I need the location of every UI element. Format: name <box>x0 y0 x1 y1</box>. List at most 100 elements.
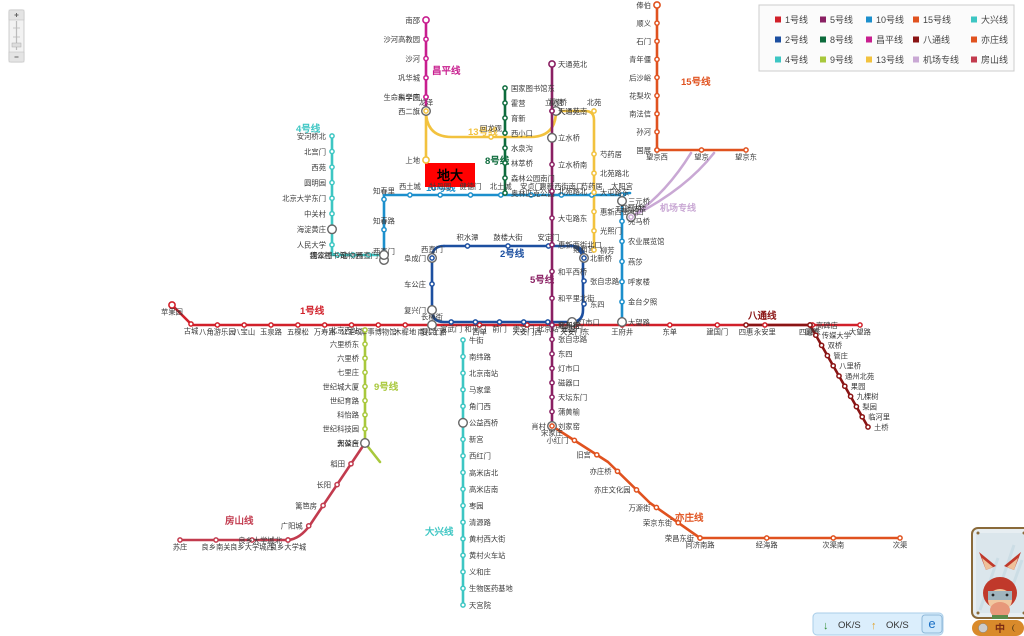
svg-text:西直门: 西直门 <box>356 251 378 260</box>
svg-text:后沙峪: 后沙峪 <box>629 73 652 82</box>
svg-text:复兴门: 复兴门 <box>404 306 426 315</box>
svg-text:T3航站楼: T3航站楼 <box>616 204 646 213</box>
svg-text:西直门: 西直门 <box>421 245 443 254</box>
svg-text:通州北苑: 通州北苑 <box>845 372 875 381</box>
svg-text:北苑: 北苑 <box>587 98 602 107</box>
svg-text:磁器口: 磁器口 <box>558 379 580 388</box>
svg-text:沙河: 沙河 <box>405 54 420 63</box>
svg-text:国家图书馆东: 国家图书馆东 <box>511 84 555 93</box>
svg-text:木樨地: 木樨地 <box>394 328 417 337</box>
svg-text:芍药居: 芍药居 <box>600 150 622 159</box>
svg-text:奥林匹克公园: 奥林匹克公园 <box>511 189 555 198</box>
svg-text:e: e <box>928 616 935 631</box>
svg-text:车公庄: 车公庄 <box>404 280 426 289</box>
svg-text:临河里: 临河里 <box>868 413 890 422</box>
svg-text:立水桥南: 立水桥南 <box>558 160 587 169</box>
svg-text:九棵树: 九棵树 <box>857 392 879 401</box>
svg-text:昌平线: 昌平线 <box>876 34 903 45</box>
svg-text:建国门: 建国门 <box>706 328 728 337</box>
svg-text:惠新西街北口: 惠新西街北口 <box>558 241 602 250</box>
svg-text:西土城: 西土城 <box>399 182 422 191</box>
svg-text:大望路: 大望路 <box>849 328 872 337</box>
svg-text:亦庄文化园: 亦庄文化园 <box>594 486 630 495</box>
svg-text:↓: ↓ <box>823 620 829 632</box>
svg-text:大望路: 大望路 <box>628 318 651 327</box>
svg-text:沙河高教园: 沙河高教园 <box>384 35 420 44</box>
svg-text:北京西站: 北京西站 <box>330 326 359 335</box>
svg-text:知春里: 知春里 <box>373 186 395 195</box>
svg-text:俸伯: 俸伯 <box>636 1 651 10</box>
svg-text:郭公庄: 郭公庄 <box>337 439 359 448</box>
svg-text:灯市口: 灯市口 <box>558 364 580 373</box>
svg-text:北京站: 北京站 <box>537 325 559 334</box>
svg-text:孙河: 孙河 <box>636 128 651 137</box>
svg-text:人民大学: 人民大学 <box>297 241 326 250</box>
svg-text:荣京东街: 荣京东街 <box>643 519 672 528</box>
svg-text:知春路: 知春路 <box>373 217 396 226</box>
svg-text:科怡路: 科怡路 <box>337 411 360 420</box>
svg-text:北新桥: 北新桥 <box>590 254 613 263</box>
svg-text:新宫: 新宫 <box>469 435 484 444</box>
svg-text:15号线: 15号线 <box>923 14 951 25</box>
svg-text:森林公园南门: 森林公园南门 <box>511 174 555 183</box>
svg-text:亦庄线: 亦庄线 <box>981 34 1008 45</box>
svg-text:八宝山: 八宝山 <box>233 328 255 337</box>
svg-text:良乡大学城北: 良乡大学城北 <box>238 536 282 545</box>
svg-text:四惠: 四惠 <box>739 328 754 337</box>
svg-text:牡丹园: 牡丹园 <box>429 182 451 191</box>
svg-text:万源街: 万源街 <box>629 503 651 512</box>
svg-text:角门西: 角门西 <box>469 402 491 411</box>
svg-text:5号线: 5号线 <box>530 274 555 286</box>
svg-text:天通苑北: 天通苑北 <box>558 60 588 69</box>
svg-text:5号线: 5号线 <box>830 14 853 25</box>
svg-text:高米店南: 高米店南 <box>469 485 498 494</box>
svg-text:八里桥: 八里桥 <box>839 362 862 371</box>
svg-text:15号线: 15号线 <box>681 76 711 88</box>
svg-text:张自忠路: 张自忠路 <box>590 277 620 286</box>
svg-text:西小口: 西小口 <box>511 129 533 138</box>
svg-text:玉泉路: 玉泉路 <box>260 328 283 337</box>
svg-text:9号线: 9号线 <box>374 381 399 393</box>
svg-text:圆明园: 圆明园 <box>304 178 326 187</box>
svg-text:育新: 育新 <box>511 114 526 123</box>
svg-text:北京南站: 北京南站 <box>469 369 498 378</box>
svg-text:水泉沟: 水泉沟 <box>511 144 533 153</box>
svg-text:篱笆房: 篱笆房 <box>295 501 317 510</box>
svg-text:北苑路北: 北苑路北 <box>600 169 630 178</box>
svg-text:中关村: 中关村 <box>304 210 327 219</box>
svg-text:五棵松: 五棵松 <box>287 328 309 337</box>
svg-text:黄村西大街: 黄村西大街 <box>469 535 505 544</box>
svg-text:望京西: 望京西 <box>646 153 668 162</box>
svg-text:王府井: 王府井 <box>611 328 633 337</box>
svg-text:OK/S: OK/S <box>838 620 861 631</box>
svg-text:北京大学东门: 北京大学东门 <box>282 194 326 203</box>
svg-text:9号线: 9号线 <box>830 54 853 65</box>
svg-text:义和庄: 义和庄 <box>469 568 491 577</box>
svg-text:13号线: 13号线 <box>876 54 904 65</box>
svg-text:北苑路北: 北苑路北 <box>558 187 588 196</box>
svg-text:长阳: 长阳 <box>317 480 332 489</box>
svg-text:肖村: 肖村 <box>531 422 546 431</box>
svg-text:北土城: 北土城 <box>490 182 513 191</box>
svg-text:崇文门: 崇文门 <box>513 325 535 334</box>
svg-text:柳芳: 柳芳 <box>600 246 615 255</box>
svg-text:牛街: 牛街 <box>469 336 484 345</box>
svg-text:宣武门: 宣武门 <box>440 325 462 334</box>
svg-text:南法信: 南法信 <box>629 110 651 119</box>
svg-text:机场专线: 机场专线 <box>660 202 696 213</box>
svg-text:次渠: 次渠 <box>893 541 908 550</box>
svg-text:和平门: 和平门 <box>464 325 486 334</box>
svg-text:广阳城: 广阳城 <box>281 522 304 531</box>
svg-text:天通苑南: 天通苑南 <box>558 107 587 116</box>
svg-text:金台夕照: 金台夕照 <box>628 298 657 307</box>
svg-text:立水桥: 立水桥 <box>545 98 568 107</box>
svg-text:同济南路: 同济南路 <box>685 541 715 550</box>
svg-text:顺义: 顺义 <box>636 19 651 28</box>
svg-text:前门: 前门 <box>492 325 507 334</box>
svg-text:北宫门: 北宫门 <box>304 147 326 156</box>
svg-text:海淀黄庄: 海淀黄庄 <box>297 225 326 234</box>
svg-text:西苑: 西苑 <box>311 163 326 172</box>
svg-text:北新桥: 北新桥 <box>558 321 581 330</box>
svg-text:鼓楼大街: 鼓楼大街 <box>493 233 522 242</box>
svg-text:苏庄: 苏庄 <box>173 543 188 552</box>
